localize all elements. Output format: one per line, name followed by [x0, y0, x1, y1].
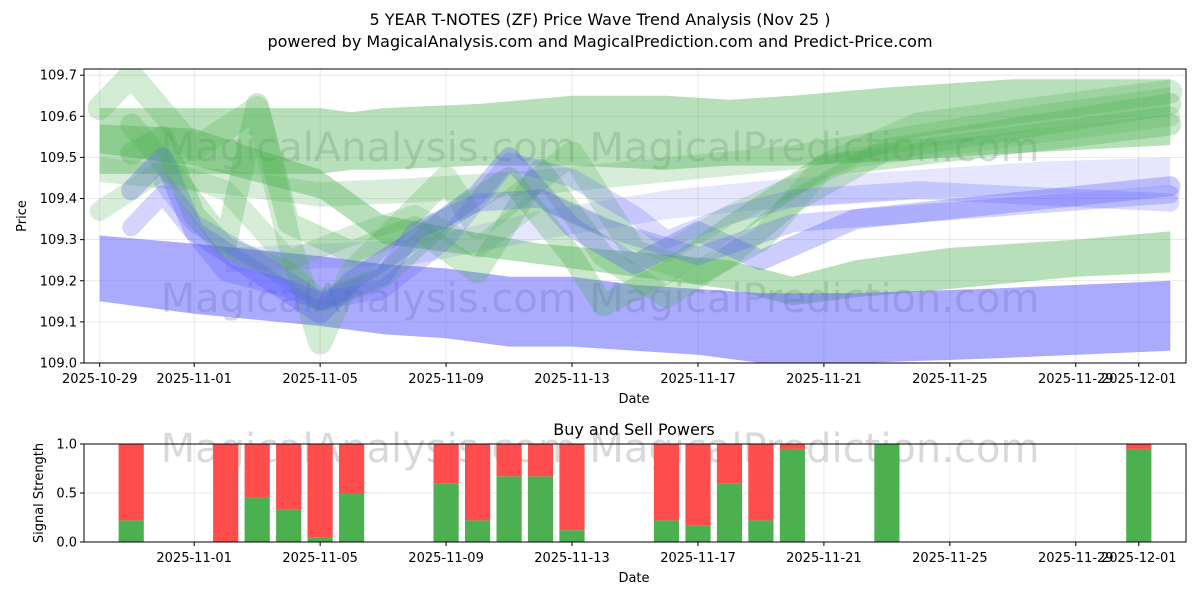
price-wave-marks	[87, 69, 1183, 363]
signal-x-tick-label: 2025-11-13	[534, 551, 610, 566]
signal-x-tick-label: 2025-11-09	[408, 551, 484, 566]
sell-bar	[527, 444, 554, 477]
sell-bar	[465, 444, 491, 521]
signal-x-tick-label: 2025-11-25	[912, 551, 988, 566]
price-x-tick-label: 2025-11-29	[1038, 372, 1114, 387]
sell-bar	[339, 444, 365, 493]
price-x-tick-label: 2025-11-05	[282, 372, 358, 387]
price-axes-frame	[83, 68, 1187, 364]
wave-band-green	[99, 87, 1171, 207]
sell-bar	[433, 444, 459, 484]
wave-band-blue	[99, 235, 1171, 363]
price-y-tick-label: 109.1	[40, 315, 77, 330]
wave-path-green	[120, 93, 1182, 309]
signal-x-tick-label: 2025-11-05	[282, 551, 358, 566]
price-x-tick-label: 2025-11-01	[156, 372, 232, 387]
price-x-tick-label: 2025-10-29	[62, 372, 138, 387]
wave-band-green	[99, 79, 1171, 174]
sell-bar	[244, 444, 270, 498]
price-x-tick-label: 2025-11-09	[408, 372, 484, 387]
buy-bar	[559, 530, 585, 542]
signal-title: Buy and Sell Powers	[553, 420, 715, 439]
price-y-label: Price	[15, 200, 30, 232]
wave-path-green	[87, 69, 1183, 355]
signal-x-tick-label: 2025-11-21	[786, 551, 862, 566]
signal-ticks: 0.0 0.5 1.0 2025-11-01 2025-11-05 2025-11-09 2…	[56, 438, 1176, 567]
sell-bar	[307, 444, 333, 538]
chart-title: 5 YEAR T-NOTES (ZF) Price Wave Trend Ana…	[369, 10, 830, 29]
buy-bar	[307, 537, 333, 542]
signal-y-label: Signal Strength	[32, 443, 47, 543]
buy-bar	[339, 493, 365, 542]
sell-bar	[1126, 444, 1152, 449]
price-y-tick-label: 109.4	[40, 192, 77, 207]
sell-bar	[559, 444, 585, 531]
signal-x-tick-label: 2025-11-01	[156, 551, 232, 566]
sell-bar	[118, 444, 144, 521]
signal-x-tick-label: 2025-11-29	[1038, 551, 1114, 566]
wave-band-blue	[225, 157, 1171, 273]
buy-bar	[1126, 448, 1152, 542]
price-y-tick-label: 109.3	[40, 233, 77, 248]
wave-band-green	[99, 124, 1171, 306]
sell-bar	[716, 444, 743, 484]
price-y-tick-label: 109.2	[40, 274, 77, 289]
signal-x-tick-label: 2025-12-01	[1101, 551, 1177, 566]
signal-y-tick-label: 0.0	[56, 536, 77, 551]
buy-bar	[527, 476, 554, 542]
sell-bar	[496, 444, 522, 477]
buy-bar	[276, 509, 302, 542]
buy-bar	[433, 483, 459, 542]
signal-y-tick-label: 1.0	[56, 438, 77, 453]
price-x-tick-label: 2025-11-25	[912, 372, 988, 387]
wave-path-green	[120, 113, 1182, 317]
price-y-tick-label: 109.7	[40, 69, 77, 84]
chart-subtitle: powered by MagicalAnalysis.com and Magic…	[267, 32, 932, 51]
sell-bar	[685, 444, 711, 526]
signal-bars	[118, 444, 1152, 542]
signal-x-label: Date	[618, 571, 649, 586]
signal-x-tick-label: 2025-11-17	[660, 551, 736, 566]
price-x-tick-label: 2025-11-17	[660, 372, 736, 387]
price-y-tick-label: 109.0	[40, 357, 77, 372]
buy-bar	[779, 448, 805, 542]
sell-bar	[779, 444, 805, 449]
buy-bar	[465, 520, 491, 542]
buy-bar	[496, 476, 522, 542]
wave-path-blue	[121, 147, 1181, 324]
wave-path-blue	[153, 152, 1180, 311]
price-x-tick-label: 2025-11-13	[534, 372, 610, 387]
sell-bar	[653, 444, 680, 521]
sell-bar	[748, 444, 774, 521]
sell-bar	[213, 444, 239, 542]
buy-bar	[244, 497, 270, 542]
watermark-text-upper: MagicalAnalysis.com MagicalPrediction.co…	[161, 125, 1040, 171]
price-x-tick-label: 2025-12-01	[1101, 372, 1177, 387]
buy-bar	[716, 483, 743, 542]
buy-bar	[748, 520, 774, 542]
price-ticks: 109.0 109.1 109.2 109.3 109.4 109.5 109.6 109.7…	[40, 69, 1177, 387]
price-x-label: Date	[618, 392, 649, 407]
signal-y-tick-label: 0.5	[56, 487, 77, 502]
price-x-tick-label: 2025-11-21	[786, 372, 862, 387]
wave-path-green	[89, 106, 1181, 271]
wave-path-blue	[122, 185, 1180, 311]
buy-bar	[653, 520, 680, 542]
price-y-tick-label: 109.6	[40, 110, 77, 125]
sell-bar	[276, 444, 302, 510]
buy-bar	[118, 520, 144, 542]
price-y-tick-label: 109.5	[40, 151, 77, 166]
buy-bar	[685, 525, 711, 542]
buy-bar	[874, 444, 900, 542]
